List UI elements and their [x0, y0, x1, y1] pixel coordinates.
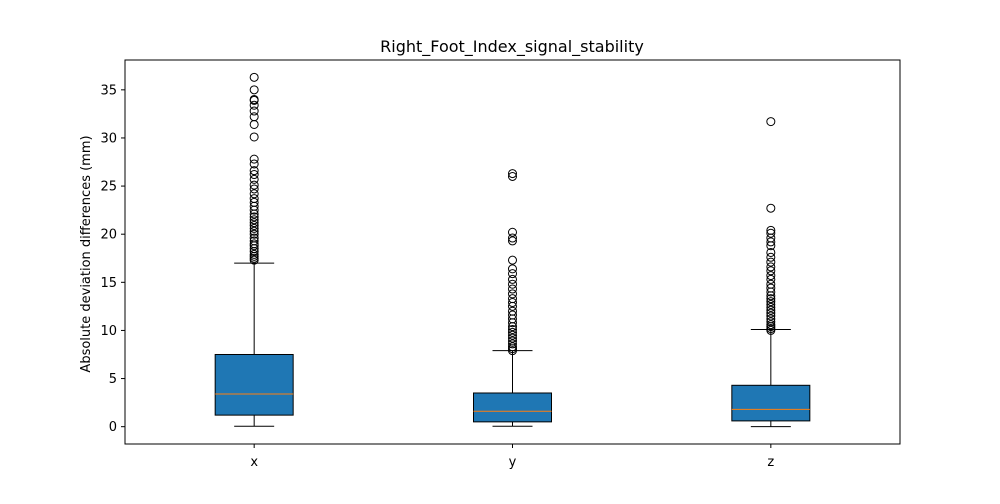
- outlier-point: [508, 269, 517, 279]
- outlier-point: [249, 170, 259, 180]
- outlier-point: [766, 302, 776, 312]
- outlier-point: [766, 257, 776, 267]
- outlier-point: [766, 311, 776, 321]
- outlier-point: [508, 310, 517, 320]
- outlier-point: [766, 203, 776, 213]
- outlier-point: [766, 299, 776, 309]
- outlier-point: [766, 314, 776, 324]
- outlier-point: [508, 171, 517, 181]
- outlier-point: [508, 333, 517, 343]
- outlier-point: [508, 330, 517, 340]
- iqr-box: [473, 392, 552, 423]
- outlier-point: [766, 308, 776, 318]
- y-tick-label: 30: [100, 131, 117, 146]
- outlier-point: [249, 236, 259, 246]
- outlier-point: [766, 297, 776, 307]
- outlier-point: [508, 336, 517, 346]
- outlier-point: [249, 154, 259, 164]
- x-tick-label: x: [250, 455, 258, 470]
- outlier-point: [249, 85, 259, 95]
- outlier-point: [249, 106, 259, 116]
- outlier-point: [249, 166, 259, 176]
- x-tick-label: y: [509, 455, 517, 470]
- y-tick-label: 5: [109, 372, 117, 387]
- outlier-point: [249, 229, 259, 239]
- outlier-point: [766, 262, 776, 272]
- outlier-point: [508, 294, 517, 304]
- outlier-point: [766, 228, 776, 238]
- x-tick-label: z: [767, 455, 774, 470]
- outlier-point: [508, 284, 517, 294]
- outlier-point: [508, 236, 517, 246]
- outlier-point: [249, 180, 259, 190]
- outlier-point: [766, 225, 776, 235]
- outlier-point: [766, 320, 776, 330]
- outlier-point: [508, 342, 517, 352]
- outlier-point: [508, 255, 517, 265]
- outlier-point: [508, 306, 517, 316]
- chart-title: Right_Foot_Index_signal_stability: [380, 37, 644, 57]
- iqr-box: [731, 384, 811, 422]
- outlier-point: [249, 223, 259, 233]
- outlier-point: [766, 305, 776, 315]
- outlier-point: [249, 212, 259, 222]
- plot-area: 0 5 10 15 20 25 30 35 x y z: [100, 59, 901, 470]
- outlier-point: [249, 184, 259, 194]
- outlier-point: [249, 221, 259, 231]
- outlier-point: [508, 227, 517, 237]
- outlier-point: [249, 159, 259, 169]
- outlier-point: [508, 298, 517, 308]
- outlier-point: [249, 132, 259, 142]
- outlier-point: [766, 294, 776, 304]
- outlier-point: [766, 117, 776, 127]
- outlier-point: [249, 226, 259, 236]
- outlier-point: [249, 215, 259, 225]
- outlier-point: [249, 194, 259, 204]
- y-tick-label: 25: [100, 180, 117, 195]
- outlier-point: [766, 274, 776, 284]
- outlier-point: [249, 197, 259, 207]
- outlier-point: [249, 100, 259, 110]
- outlier-point: [508, 264, 517, 274]
- outlier-point: [766, 247, 776, 257]
- outlier-point: [249, 94, 259, 104]
- outlier-point: [508, 327, 517, 337]
- y-tick-label: 35: [100, 83, 117, 98]
- outlier-point: [249, 174, 259, 184]
- outlier-point: [508, 274, 517, 284]
- outlier-point: [766, 252, 776, 262]
- outlier-point: [508, 324, 517, 334]
- outlier-point: [249, 189, 259, 199]
- outlier-point: [766, 283, 776, 293]
- outlier-point: [249, 239, 259, 249]
- y-tick-label: 10: [100, 324, 117, 339]
- outlier-point: [766, 237, 776, 247]
- outlier-point: [766, 266, 776, 276]
- outlier-point: [249, 72, 259, 82]
- y-tick-label: 15: [100, 276, 117, 291]
- y-tick-label: 0: [109, 420, 117, 435]
- outlier-point: [249, 218, 259, 228]
- outlier-point: [249, 112, 259, 122]
- outlier-point: [508, 289, 517, 299]
- outlier-point: [249, 233, 259, 243]
- iqr-box: [214, 353, 294, 416]
- outlier-point: [766, 279, 776, 289]
- outlier-point: [766, 271, 776, 281]
- outlier-point: [249, 249, 259, 259]
- y-tick-label: 20: [100, 228, 117, 243]
- outlier-point: [508, 169, 517, 179]
- outlier-point: [508, 339, 517, 349]
- outlier-point: [508, 279, 517, 289]
- outlier-point: [766, 317, 776, 327]
- y-axis-label: Absolute deviation differences (mm): [79, 135, 94, 372]
- outlier-point: [508, 233, 517, 243]
